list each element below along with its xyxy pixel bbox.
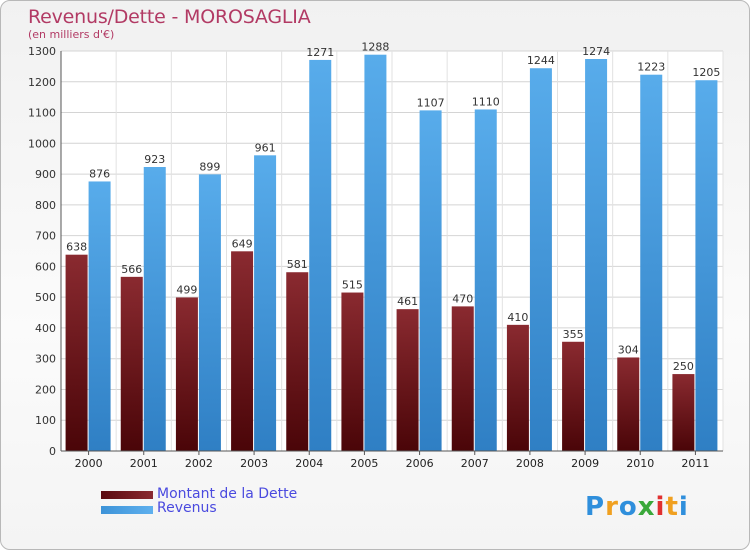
bar-revenus	[695, 80, 718, 451]
data-label-dette: 410	[507, 311, 528, 324]
y-tick-label: 700	[35, 230, 56, 243]
legend-swatch-revenus	[101, 506, 153, 514]
x-tick-label: 2005	[350, 457, 378, 470]
y-tick-label: 200	[35, 383, 56, 396]
bar-dette	[286, 272, 309, 451]
y-tick-label: 0	[49, 445, 56, 458]
x-tick-label: 2001	[130, 457, 158, 470]
y-tick-label: 400	[35, 322, 56, 335]
data-label-dette: 304	[618, 343, 639, 356]
chart-subtitle: (en milliers d'€)	[28, 28, 115, 41]
data-label-revenus: 1288	[361, 41, 389, 54]
data-label-dette: 638	[66, 241, 87, 254]
y-tick-label: 900	[35, 168, 56, 181]
y-tick-label: 1100	[28, 107, 56, 120]
legend-label-dette: Montant de la Dette	[157, 486, 298, 502]
data-label-dette: 499	[176, 283, 197, 296]
data-label-revenus: 876	[89, 167, 110, 180]
bar-revenus	[364, 54, 387, 451]
bar-revenus	[88, 181, 111, 451]
data-label-dette: 515	[342, 279, 363, 292]
x-tick-label: 2004	[295, 457, 323, 470]
bar-revenus	[254, 155, 277, 452]
x-tick-label: 2009	[571, 457, 599, 470]
data-label-dette: 461	[397, 295, 418, 308]
bar-revenus	[640, 74, 663, 451]
x-tick-label: 2008	[516, 457, 544, 470]
bar-revenus	[419, 110, 442, 451]
data-label-dette: 355	[563, 328, 584, 341]
bar-revenus	[474, 109, 497, 451]
x-tick-label: 2002	[185, 457, 213, 470]
bar-dette	[672, 374, 695, 451]
data-label-revenus: 1244	[527, 54, 555, 67]
x-tick-label: 2000	[75, 457, 103, 470]
y-tick-label: 1000	[28, 137, 56, 150]
bar-revenus	[585, 59, 608, 451]
data-label-revenus: 1205	[692, 66, 720, 79]
bar-dette	[175, 297, 198, 451]
data-label-dette: 581	[287, 258, 308, 271]
data-label-dette: 566	[121, 263, 142, 276]
x-tick-label: 2011	[681, 457, 709, 470]
bar-dette	[120, 276, 143, 451]
y-tick-label: 100	[35, 414, 56, 427]
y-tick-label: 300	[35, 353, 56, 366]
y-tick-label: 800	[35, 199, 56, 212]
bar-dette	[396, 309, 419, 451]
data-label-revenus: 1271	[306, 46, 334, 59]
data-label-dette: 250	[673, 360, 694, 373]
y-tick-label: 1200	[28, 76, 56, 89]
proxiti-logo: Proxiti	[585, 492, 689, 522]
data-label-revenus: 923	[144, 153, 165, 166]
data-label-revenus: 1107	[417, 96, 445, 109]
legend-label-revenus: Revenus	[157, 500, 217, 516]
x-tick-label: 2006	[406, 457, 434, 470]
bar-revenus	[529, 68, 552, 451]
bar-dette	[506, 324, 529, 451]
legend-swatch-dette	[101, 491, 153, 499]
x-tick-label: 2010	[626, 457, 654, 470]
y-tick-label: 500	[35, 291, 56, 304]
bar-dette	[562, 341, 585, 451]
bar-dette	[341, 292, 364, 451]
data-label-revenus: 1110	[472, 95, 500, 108]
x-tick-label: 2003	[240, 457, 268, 470]
data-label-dette: 470	[452, 292, 473, 305]
data-label-revenus: 899	[199, 160, 220, 173]
y-tick-label: 1300	[28, 45, 56, 58]
bar-revenus	[309, 59, 332, 452]
bar-dette	[451, 306, 474, 451]
data-label-revenus: 1223	[637, 61, 665, 74]
bar-dette	[65, 254, 88, 451]
data-label-revenus: 961	[255, 141, 276, 154]
x-tick-label: 2007	[461, 457, 489, 470]
data-label-revenus: 1274	[582, 45, 610, 58]
bar-revenus	[143, 167, 166, 451]
bar-revenus	[198, 174, 221, 451]
y-tick-label: 600	[35, 260, 56, 273]
data-label-dette: 649	[232, 237, 253, 250]
bar-dette	[617, 357, 640, 451]
bar-dette	[231, 251, 254, 451]
chart-title: Revenus/Dette - MOROSAGLIA	[28, 6, 311, 28]
